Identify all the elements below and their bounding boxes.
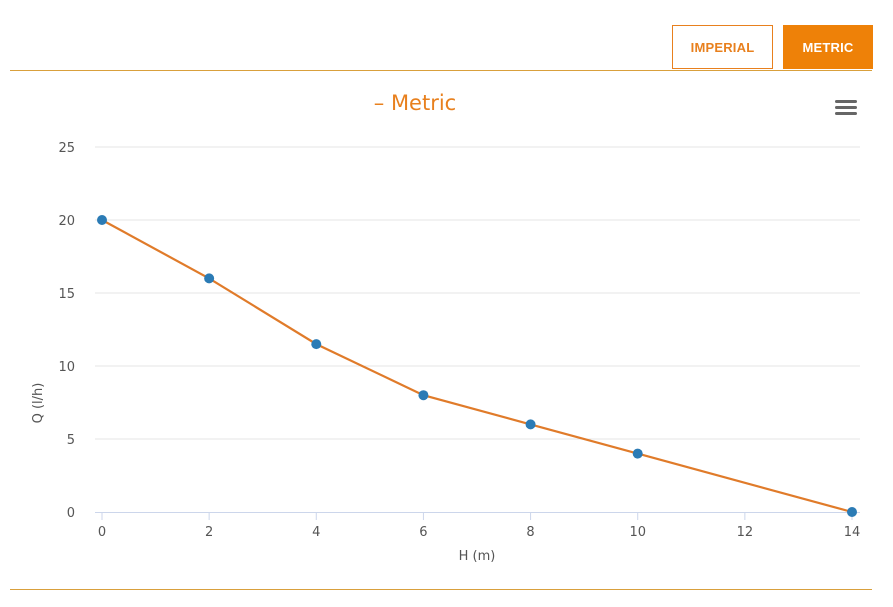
y-tick-label: 0 (67, 506, 75, 521)
y-tick-label: 5 (67, 433, 75, 448)
y-tick-label: 10 (58, 360, 75, 375)
plot-area (97, 215, 857, 517)
data-point[interactable] (847, 507, 857, 517)
hamburger-menu-icon[interactable] (832, 95, 860, 121)
metric-button[interactable]: METRIC (783, 25, 873, 69)
y-tick-label: 15 (58, 287, 75, 302)
data-point[interactable] (204, 273, 215, 284)
top-divider (10, 70, 872, 71)
data-point[interactable] (311, 339, 322, 350)
chart-title: – Metric (374, 91, 456, 115)
imperial-button[interactable]: IMPERIAL (672, 25, 773, 69)
x-tick-label: 2 (205, 525, 213, 540)
data-point[interactable] (632, 448, 643, 459)
x-tick-label: 8 (526, 525, 534, 540)
data-point[interactable] (418, 390, 429, 401)
chart: 0 2 4 6 8 10 12 14 0 5 10 15 20 25 – Metric H (m) Q … (31, 91, 860, 564)
bottom-divider (10, 589, 872, 590)
x-tick-label: 12 (737, 525, 754, 540)
x-tick-label: 10 (629, 525, 646, 540)
x-axis-label: H (m) (459, 549, 496, 564)
x-tick-label: 0 (98, 525, 106, 540)
y-axis: 0 5 10 15 20 25 (58, 141, 75, 521)
x-tick-label: 4 (312, 525, 320, 540)
x-tick-label: 6 (419, 525, 427, 540)
data-point[interactable] (97, 215, 107, 225)
y-tick-label: 25 (58, 141, 75, 156)
x-axis: 0 2 4 6 8 10 12 14 (95, 512, 860, 540)
x-tick-label: 14 (844, 525, 861, 540)
unit-toggle: IMPERIAL METRIC (672, 25, 873, 69)
y-axis-label: Q (l/h) (31, 383, 46, 424)
y-tick-label: 20 (58, 214, 75, 229)
data-point[interactable] (525, 419, 536, 430)
chart-grid (95, 146, 860, 440)
